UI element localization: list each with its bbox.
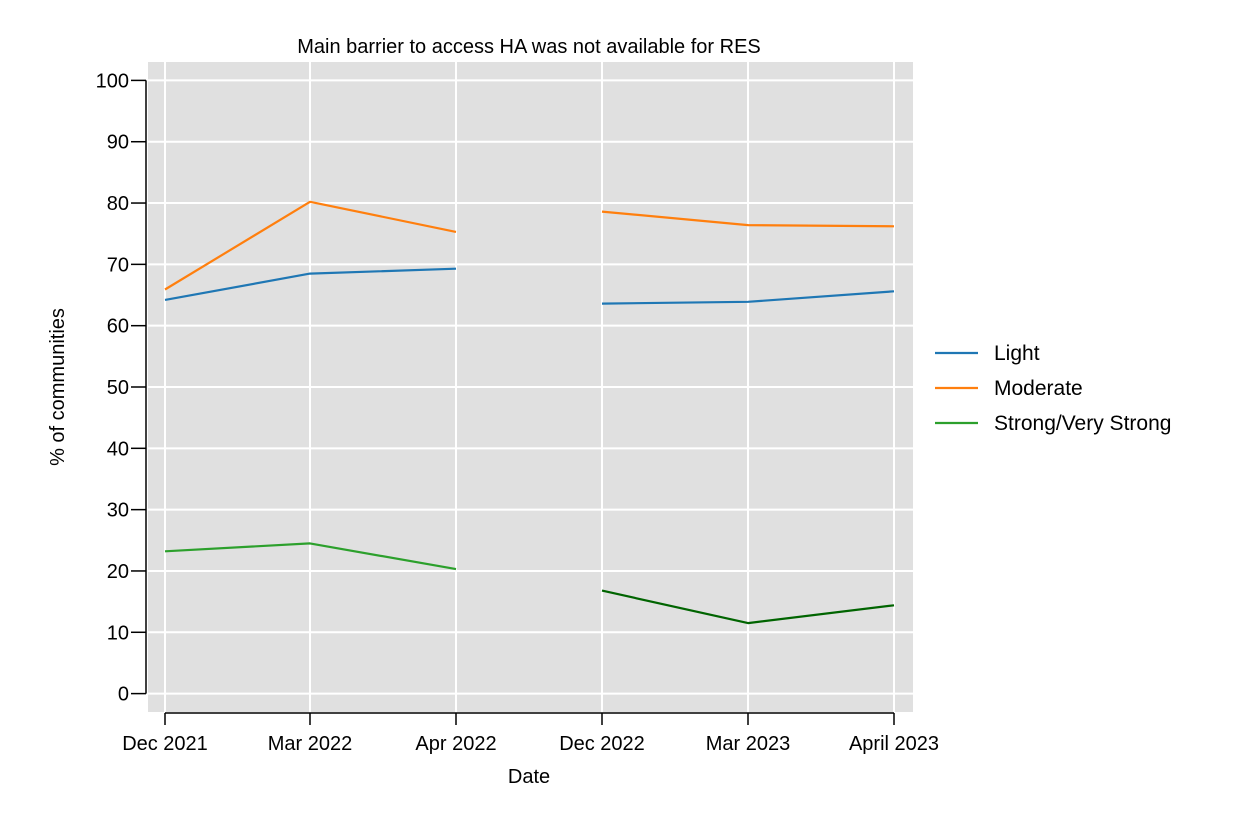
x-tick-label: Mar 2023 — [706, 733, 791, 755]
series-line — [601, 290, 895, 305]
series-line — [164, 267, 457, 301]
series-moderate — [164, 200, 895, 291]
legend: Light Moderate Strong/Very Strong — [935, 342, 1171, 435]
y-tick-label: 0 — [118, 684, 129, 706]
series-line — [601, 589, 895, 625]
x-tick-label: Mar 2022 — [268, 733, 353, 755]
x-tick-label: Dec 2021 — [122, 733, 208, 755]
series-line — [601, 210, 895, 228]
y-tick-label: 90 — [107, 132, 129, 154]
y-tick-label: 30 — [107, 500, 129, 522]
y-tick-label: 20 — [107, 561, 129, 583]
legend-label: Light — [994, 342, 1040, 365]
y-tick-label: 40 — [107, 438, 129, 460]
axes: 0 10 20 30 40 50 60 70 80 90 100 Dec 2021 Mar 2022 Ap… — [96, 70, 939, 755]
legend-item: Light — [935, 342, 1040, 365]
legend-item: Strong/Very Strong — [935, 412, 1171, 435]
x-tick-label: Apr 2022 — [415, 733, 496, 755]
y-tick-label: 60 — [107, 316, 129, 338]
y-tick-label: 70 — [107, 254, 129, 276]
series-light — [164, 267, 895, 305]
y-tick-label: 10 — [107, 622, 129, 644]
y-axis-label: % of communities — [47, 308, 69, 466]
y-tick-label: 100 — [96, 70, 129, 92]
chart-title: Main barrier to access HA was not availa… — [297, 36, 761, 58]
series-line — [164, 542, 457, 571]
x-tick-label: April 2023 — [849, 733, 939, 755]
legend-label: Strong/Very Strong — [994, 412, 1171, 435]
legend-label: Moderate — [994, 377, 1083, 400]
grid-lines — [148, 62, 913, 712]
legend-item: Moderate — [935, 377, 1083, 400]
series-strong-very-strong — [164, 542, 895, 625]
series-layer — [164, 200, 895, 625]
x-axis-label: Date — [508, 766, 550, 788]
y-tick-label: 80 — [107, 193, 129, 215]
x-tick-label: Dec 2022 — [559, 733, 645, 755]
series-line — [164, 200, 457, 291]
y-tick-label: 50 — [107, 377, 129, 399]
